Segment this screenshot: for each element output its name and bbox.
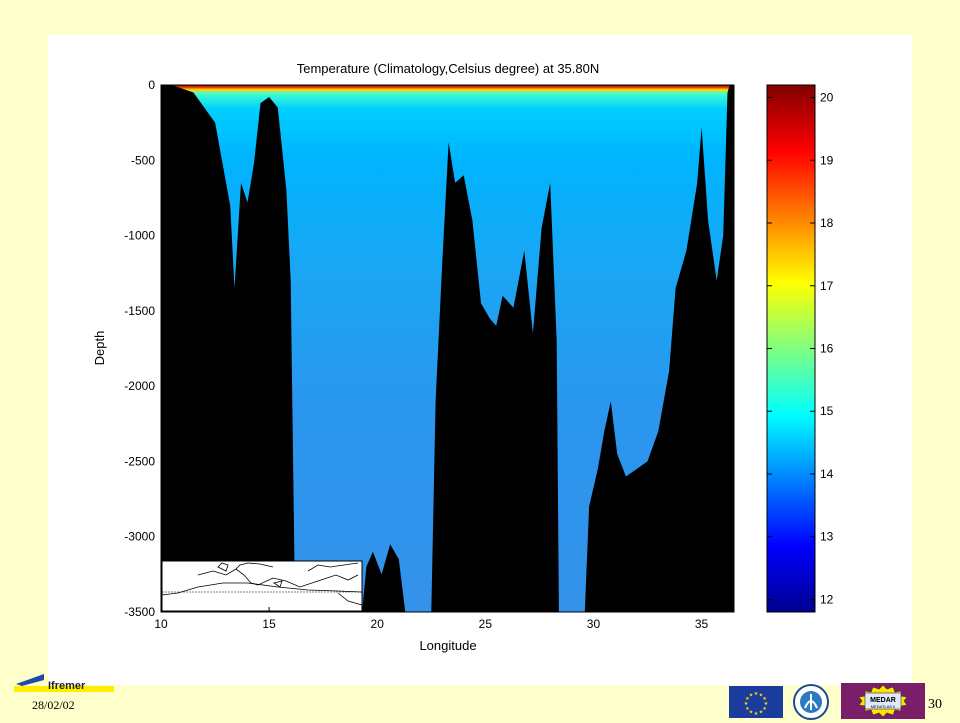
y-tick-label: -1000 [124, 229, 155, 243]
y-tick-label: -1500 [124, 304, 155, 318]
colorbar-tick-label: 12 [820, 592, 834, 606]
eu-star: ★ [745, 696, 750, 702]
colorbar-ticks: 12 13 14 15 16 17 18 19 20 [767, 91, 834, 606]
y-axis-label: Depth [92, 331, 107, 366]
x-axis-label: Longitude [419, 638, 476, 653]
slide-page-number: 30 [928, 697, 942, 712]
eu-star: ★ [762, 696, 767, 702]
ifremer-wordmark: Ifremer [48, 680, 86, 692]
x-tick-label: 35 [695, 617, 709, 631]
x-tick-label: 20 [371, 617, 385, 631]
eu-star: ★ [749, 710, 754, 716]
eu-star: ★ [759, 692, 764, 698]
medar-subtitle: MEDATLAS II [871, 704, 896, 709]
eu-star: ★ [744, 701, 749, 707]
x-tick-label: 30 [587, 617, 601, 631]
x-tick-label: 10 [154, 617, 168, 631]
colorbar-tick-label: 20 [820, 91, 834, 105]
y-tick-label: -3000 [124, 530, 155, 544]
x-tick-label: 25 [479, 617, 493, 631]
seafloor-bathymetry [161, 85, 734, 612]
ioc-logo [793, 684, 829, 720]
colorbar-tick-label: 16 [820, 342, 834, 356]
eu-flag-logo: ★ ★ ★ ★ ★ ★ ★ ★ ★ ★ ★ ★ [729, 686, 783, 718]
colorbar-tick-label: 18 [820, 216, 834, 230]
y-tick-label: -2500 [124, 454, 155, 468]
eu-star: ★ [759, 710, 764, 716]
eu-star: ★ [762, 706, 767, 712]
y-tick-label: -3500 [124, 605, 155, 619]
eu-star: ★ [764, 701, 769, 707]
colorbar-tick-label: 14 [820, 467, 834, 481]
colorbar-tick-label: 19 [820, 153, 834, 167]
temperature-section-chart: 10 15 20 25 30 35 0 -500 -1000 -1500 -2000 -2500 -3… [92, 61, 834, 653]
y-tick-label: 0 [148, 78, 155, 92]
medar-medatlas-logo: MEDAR MEDATLAS II [841, 683, 925, 719]
eu-star: ★ [745, 706, 750, 712]
chart-figure: 10 15 20 25 30 35 0 -500 -1000 -1500 -2000 -2500 -3… [48, 35, 912, 685]
y-tick-label: -500 [131, 153, 155, 167]
slide-date: 28/02/02 [32, 698, 75, 712]
y-tick-label: -2000 [124, 379, 155, 393]
colorbar-tick-label: 13 [820, 530, 834, 544]
chart-title: Temperature (Climatology,Celsius degree)… [297, 61, 600, 76]
colorbar [766, 84, 816, 613]
medar-title: MEDAR [870, 697, 896, 704]
eu-star: ★ [754, 691, 759, 697]
x-tick-label: 15 [262, 617, 276, 631]
eu-star: ★ [749, 692, 754, 698]
colorbar-tick-label: 15 [820, 404, 834, 418]
plot-frame [160, 84, 735, 613]
y-axis: 0 -500 -1000 -1500 -2000 -2500 -3000 -3500 [124, 78, 166, 619]
x-axis: 10 15 20 25 30 35 [154, 607, 709, 631]
inset-location-map [161, 560, 363, 612]
colorbar-tick-label: 17 [820, 279, 834, 293]
ifremer-logo [14, 674, 114, 692]
eu-star: ★ [754, 711, 759, 717]
